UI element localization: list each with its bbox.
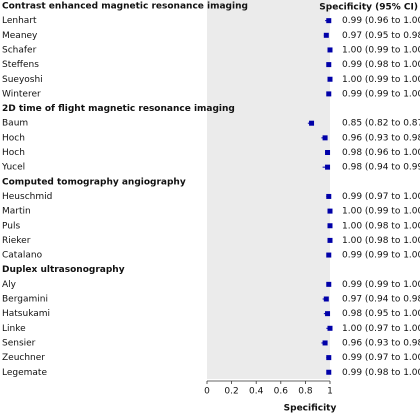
study-label: Meaney	[2, 31, 38, 41]
study-label: Linke	[2, 324, 26, 334]
study-label: Bergamini	[2, 295, 48, 305]
value-label: 0.97 (0.94 to 0.98)	[342, 295, 420, 305]
value-label: 0.97 (0.95 to 0.98)	[342, 31, 420, 41]
x-tick-label: 0.2	[224, 387, 238, 397]
value-label: 0.85 (0.82 to 0.87)	[342, 119, 420, 129]
study-label: Baum	[2, 119, 28, 129]
point-estimate	[325, 164, 331, 170]
value-label: 0.99 (0.99 to 1.00)	[342, 89, 420, 99]
point-estimate	[323, 32, 329, 38]
study-label: Aly	[2, 280, 17, 290]
group-heading: Duplex ultrasonography	[2, 265, 125, 275]
value-label: 0.98 (0.96 to 1.00)	[342, 148, 420, 158]
x-tick-label: 0.4	[249, 387, 264, 397]
study-label: Sensier	[2, 338, 36, 348]
study-label: Heuschmid	[2, 192, 52, 202]
value-label: 1.00 (0.99 to 1.00)	[342, 207, 420, 217]
study-label: Puls	[2, 221, 20, 231]
point-estimate	[326, 369, 332, 375]
study-label: Schafer	[2, 45, 37, 55]
point-estimate	[325, 311, 331, 317]
value-label: 1.00 (0.98 to 1.00)	[342, 236, 420, 246]
study-label: Lenhart	[2, 16, 37, 26]
value-label: 0.99 (0.98 to 1.00)	[342, 368, 420, 378]
group-heading: Computed tomography angiography	[2, 177, 186, 187]
point-estimate	[327, 223, 333, 229]
point-estimate	[326, 18, 332, 24]
value-label: 0.98 (0.95 to 1.00)	[342, 309, 420, 319]
value-label: 0.96 (0.93 to 0.98)	[342, 338, 420, 348]
x-tick-label: 1	[327, 387, 333, 397]
value-label: 0.99 (0.97 to 1.00)	[342, 192, 420, 202]
point-estimate	[326, 281, 332, 287]
point-estimate	[326, 355, 332, 361]
study-label: Steffens	[2, 60, 39, 70]
study-label: Yucel	[1, 163, 25, 173]
value-label: 1.00 (0.98 to 1.00)	[342, 221, 420, 231]
study-label: Hoch	[2, 148, 25, 158]
value-label: 0.96 (0.93 to 0.98)	[342, 133, 420, 143]
study-label: Zeuchner	[2, 353, 45, 363]
value-label: 1.00 (0.99 to 1.00)	[342, 45, 420, 55]
x-tick-label: 0.6	[274, 387, 289, 397]
value-label: 0.99 (0.98 to 1.00)	[342, 60, 420, 70]
value-label: 0.99 (0.99 to 1.00)	[342, 251, 420, 261]
point-estimate	[327, 237, 333, 243]
point-estimate	[322, 340, 328, 346]
study-label: Sueyoshi	[2, 75, 43, 85]
study-label: Legemate	[2, 368, 47, 378]
study-label: Catalano	[2, 251, 43, 261]
value-label: 1.00 (0.97 to 1.00)	[342, 324, 420, 334]
value-label: 1.00 (0.99 to 1.00)	[342, 75, 420, 85]
point-estimate	[326, 62, 332, 68]
study-label: Rieker	[2, 236, 31, 246]
point-estimate	[325, 150, 331, 155]
point-estimate	[327, 76, 333, 82]
column-header: Specificity (95% CI)	[319, 3, 418, 13]
value-label: 0.98 (0.94 to 0.99)	[342, 163, 420, 173]
point-estimate	[327, 208, 333, 214]
value-label: 0.99 (0.96 to 1.00)	[342, 16, 420, 26]
point-estimate	[326, 193, 332, 199]
x-tick-label: 0.8	[298, 387, 313, 397]
group-heading: 2D time of flight magnetic resonance ima…	[2, 104, 235, 114]
x-axis-title: Specificity	[284, 404, 337, 413]
value-label: 0.99 (0.97 to 1.00)	[342, 353, 420, 363]
point-estimate	[323, 296, 329, 302]
study-label: Hoch	[2, 133, 25, 143]
point-estimate	[326, 91, 332, 97]
study-label: Winterer	[2, 89, 41, 99]
study-label: Hatsukami	[2, 309, 50, 319]
study-label: Martin	[2, 207, 31, 217]
point-estimate	[327, 325, 333, 331]
group-heading: Contrast enhanced magnetic resonance ima…	[2, 2, 248, 12]
point-estimate	[326, 252, 332, 258]
plot-background	[207, 0, 330, 379]
value-label: 0.99 (0.99 to 1.00)	[342, 280, 420, 290]
point-estimate	[327, 47, 333, 53]
x-tick-label: 0	[204, 387, 210, 397]
point-estimate	[309, 120, 315, 126]
point-estimate	[322, 135, 328, 141]
